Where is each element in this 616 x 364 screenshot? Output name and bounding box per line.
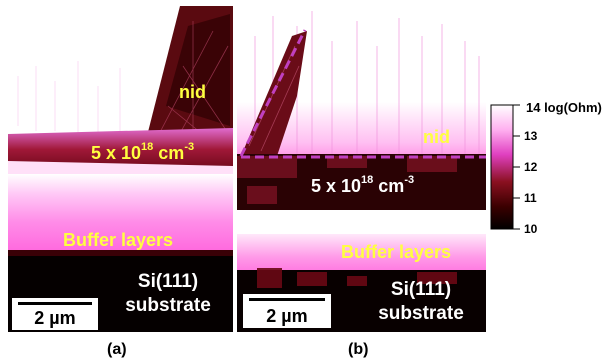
colorbar-tick: 13 <box>524 129 538 143</box>
panel-b-substrate-label: Si(111) substrate <box>378 279 464 324</box>
colorbar-tick: 10 <box>524 222 538 236</box>
panel-a-map-image <box>8 6 233 332</box>
colorbar-tick: 11 <box>524 191 537 205</box>
caption-b: (b) <box>348 341 369 358</box>
panel-a-substrate-label: Si(111) substrate <box>125 271 211 316</box>
colorbar-tick: 12 <box>524 160 538 174</box>
panel-b-map-image <box>237 6 486 332</box>
panel-b-doping-label: 5 x 1018 cm-3 <box>311 174 415 197</box>
panel-b-buffer-label: Buffer layers <box>341 242 452 262</box>
panel-b-scale-bar: 2 µm <box>243 294 331 328</box>
scale-bar-line <box>18 302 92 305</box>
colorbar-title: 14 log(Ohm) <box>526 100 602 115</box>
panel-b-resistance-map: nid 5 x 1018 cm-3 Buffer layers Si(111) … <box>237 6 486 332</box>
scale-bar-text: 2 µm <box>266 306 308 326</box>
panel-b-nid-label: nid <box>423 127 450 147</box>
panel-a-buffer-label: Buffer layers <box>63 230 174 250</box>
panel-a-doping-label: 5 x 1018 cm-3 <box>91 141 195 164</box>
scale-bar-line <box>249 298 325 301</box>
colorbar-gradient <box>490 104 520 230</box>
inclined-dashed-line <box>239 29 307 157</box>
panel-a-resistance-map: nid 5 x 1018 cm-3 Buffer layers Si(111) … <box>8 6 233 332</box>
caption-a: (a) <box>107 341 127 358</box>
panel-a-nid-label: nid <box>179 82 206 102</box>
scale-bar-text: 2 µm <box>34 308 76 328</box>
panel-a-scale-bar: 2 µm <box>12 298 98 330</box>
